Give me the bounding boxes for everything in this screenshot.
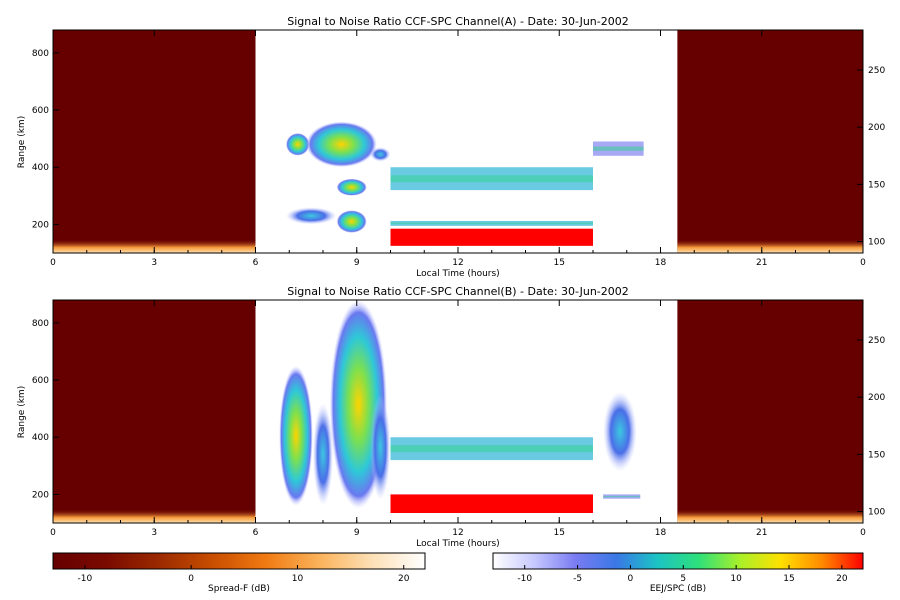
x-tick-label: 18 — [655, 258, 667, 268]
panel-b-plot: 0 3 6 9 12 15 18 21 0 200 400 600 800 100 150 200 250 — [32, 299, 885, 538]
colorbar-tick-label: 20 — [398, 574, 410, 584]
y-right-tick-label: 250 — [868, 336, 885, 346]
y-tick-label: 800 — [32, 49, 49, 59]
spreadf-floor-echo — [53, 509, 256, 523]
x-tick-label: 6 — [253, 528, 259, 538]
spreadf-floor-echo — [677, 509, 863, 523]
colorbar-gradient — [52, 552, 426, 570]
colorbar-tick-label: 10 — [292, 574, 304, 584]
panel-a-ylabel: Range (km) — [17, 116, 27, 168]
panel-b: Signal to Noise Ratio CCF-SPC Channel(B)… — [17, 285, 885, 549]
colorbar-ejspc-label: EEJ/SPC (dB) — [650, 584, 706, 594]
y-tick-label: 200 — [32, 220, 49, 230]
colorbar-gradient — [492, 552, 864, 570]
x-tick-label: 12 — [452, 528, 463, 538]
x-tick-label: 0 — [860, 528, 866, 538]
echo-blob — [370, 394, 391, 501]
echo-blob — [279, 365, 313, 506]
echo-blob — [336, 178, 367, 196]
colorbar-tick-label: -10 — [78, 574, 93, 584]
panel-b-ylabel: Range (km) — [17, 386, 27, 438]
x-tick-label: 21 — [756, 258, 767, 268]
spreadf-region — [677, 30, 863, 253]
x-tick-label: 9 — [354, 258, 360, 268]
panel-a: Signal to Noise Ratio CCF-SPC Channel(A)… — [17, 15, 885, 279]
y-right-tick-label: 150 — [868, 180, 885, 190]
echo-blob — [312, 402, 334, 506]
echo-blob — [336, 210, 367, 233]
y-right-tick-label: 200 — [868, 393, 885, 403]
panel-a-plot: 0 3 6 9 12 15 18 21 0 200 400 600 800 100 150 200 250 — [32, 29, 885, 268]
x-tick-label: 3 — [151, 258, 157, 268]
colorbar-tick-label: 5 — [680, 574, 686, 584]
eej-echo — [390, 494, 593, 513]
x-tick-label: 0 — [50, 258, 56, 268]
y-tick-label: 400 — [32, 433, 49, 443]
y-tick-label: 200 — [32, 490, 49, 500]
y-right-tick-label: 100 — [868, 238, 885, 248]
colorbar-ejspc: -10 -5 0 5 10 15 20 — [492, 552, 864, 584]
y-right-tick-label: 100 — [868, 508, 885, 518]
colorbar-tick-label: -5 — [573, 574, 582, 584]
x-tick-label: 6 — [253, 258, 259, 268]
y-right-tick-label: 150 — [868, 450, 885, 460]
y-tick-label: 600 — [32, 106, 49, 116]
echo-blob — [370, 147, 391, 162]
y-right-tick-label: 250 — [868, 66, 885, 76]
spc-echo-core — [390, 222, 593, 225]
x-tick-label: 21 — [756, 528, 767, 538]
eej-echo — [390, 228, 593, 246]
y-tick-label: 400 — [32, 163, 49, 173]
colorbar-spreadf-label: Spread-F (dB) — [208, 584, 270, 594]
x-tick-label: 12 — [452, 258, 463, 268]
panel-a-xlabel: Local Time (hours) — [416, 269, 499, 279]
colorbar-tick-label: 15 — [783, 574, 794, 584]
spreadf-floor-echo — [53, 239, 256, 253]
echo-blob — [285, 207, 337, 225]
spreadf-region — [53, 30, 256, 253]
colorbar-tick-label: 0 — [628, 574, 634, 584]
x-tick-label: 18 — [655, 528, 667, 538]
spc-echo-core — [390, 445, 593, 453]
x-tick-label: 3 — [151, 528, 157, 538]
y-tick-label: 600 — [32, 376, 49, 386]
x-tick-label: 9 — [354, 528, 360, 538]
colorbar-tick-label: 0 — [188, 574, 194, 584]
y-right-tick-label: 200 — [868, 123, 885, 133]
spc-echo-core — [593, 146, 644, 151]
colorbar-tick-label: 20 — [836, 574, 848, 584]
spreadf-region — [53, 300, 256, 523]
echo-blob — [285, 132, 310, 156]
spc-echo-core — [390, 175, 593, 183]
x-tick-label: 15 — [554, 528, 565, 538]
colorbar-tick-label: 10 — [730, 574, 742, 584]
x-tick-label: 0 — [50, 528, 56, 538]
x-tick-label: 15 — [554, 258, 565, 268]
colorbar-spreadf: -10 0 10 20 — [52, 552, 426, 584]
spc-echo-core — [603, 495, 641, 498]
y-tick-label: 800 — [32, 319, 49, 329]
panel-b-title: Signal to Noise Ratio CCF-SPC Channel(B)… — [287, 285, 629, 298]
colorbar-tick-label: -10 — [517, 574, 532, 584]
x-tick-label: 0 — [860, 258, 866, 268]
echo-blob — [603, 391, 637, 472]
echo-blob — [306, 121, 377, 168]
spreadf-floor-echo — [677, 239, 863, 253]
panel-a-title: Signal to Noise Ratio CCF-SPC Channel(A)… — [287, 15, 628, 28]
spreadf-region — [677, 300, 863, 523]
panel-b-xlabel: Local Time (hours) — [416, 539, 499, 549]
